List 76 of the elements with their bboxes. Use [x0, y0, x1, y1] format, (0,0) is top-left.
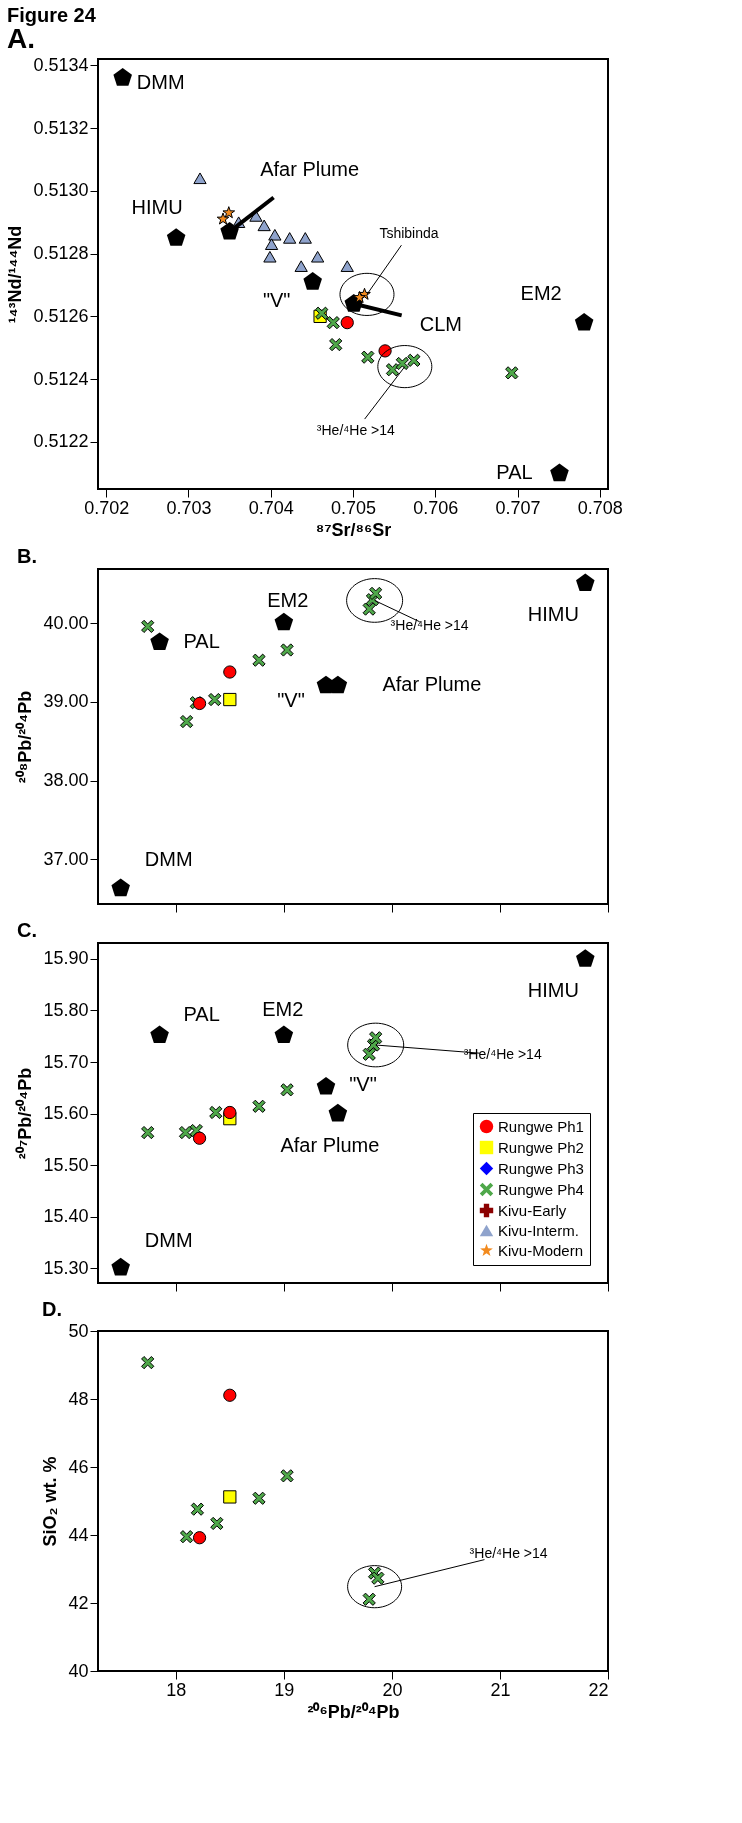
annotation: PAL: [183, 1003, 220, 1026]
annotation: EM2: [267, 589, 309, 612]
y-tick-label: 15.80: [43, 999, 89, 1020]
x-tick-label: 0.708: [577, 497, 623, 518]
x-tick-label: 0.703: [166, 497, 212, 518]
x-tick-label: 19: [274, 1679, 295, 1700]
y-tick-label: 42: [68, 1592, 89, 1613]
annotation: "V": [262, 288, 291, 311]
annotation: ³He/⁴He >14: [463, 1046, 542, 1062]
annotation: PAL: [183, 630, 220, 653]
annotation: CLM: [419, 312, 462, 335]
annotation: DMM: [144, 1228, 193, 1251]
legend-label: Rungwe Ph1: [498, 1117, 584, 1135]
legend-label: Rungwe Ph2: [498, 1138, 584, 1156]
x-tick-label: 22: [588, 1679, 609, 1700]
y-tick-label: 0.5124: [33, 368, 89, 389]
legend-label: Kivu-Interm.: [498, 1221, 579, 1239]
annotation: ³He/⁴He >14: [390, 617, 469, 634]
annotation: ³He/⁴He >14: [316, 421, 396, 438]
annotation: EM2: [262, 998, 304, 1021]
annotation: HIMU: [527, 603, 579, 626]
y-tick-label: 38.00: [43, 770, 89, 791]
legend-label: Rungwe Ph3: [498, 1159, 584, 1177]
y-axis-title: SiO₂ wt. %: [40, 1456, 61, 1547]
x-tick-label: 0.706: [413, 497, 459, 518]
x-axis-title: ⁸⁷Sr/⁸⁶Sr: [315, 519, 392, 540]
annotation: ³He/⁴He >14: [469, 1544, 548, 1561]
y-tick-label: 0.5132: [33, 117, 89, 138]
annotation: Afar Plume: [260, 157, 360, 180]
y-tick-label: 40.00: [43, 612, 89, 633]
annotation: HIMU: [131, 195, 183, 218]
annotation: DMM: [144, 848, 193, 871]
chart-title: B.: [16, 545, 37, 567]
y-tick-label: 0.5126: [33, 305, 89, 326]
y-tick-label: 0.5134: [33, 54, 89, 75]
x-tick-label: 21: [490, 1679, 511, 1700]
chart-title: C.: [16, 919, 37, 941]
y-axis-title: ²⁰⁷Pb/²⁰⁴Pb: [15, 1067, 36, 1160]
x-axis-title: ²⁰⁶Pb/²⁰⁴Pb: [307, 1701, 400, 1722]
y-tick-label: 50: [68, 1320, 89, 1341]
x-tick-label: 0.704: [248, 497, 294, 518]
annotation: "V": [349, 1072, 377, 1095]
annotation: Afar Plume: [280, 1133, 380, 1156]
y-tick-label: 15.30: [43, 1257, 89, 1278]
legend-label: Rungwe Ph4: [498, 1180, 584, 1198]
y-tick-label: 40: [68, 1660, 89, 1681]
y-tick-label: 15.90: [43, 948, 89, 969]
x-tick-label: 0.707: [495, 497, 541, 518]
annotation: PAL: [496, 461, 533, 484]
y-tick-label: 39.00: [43, 691, 89, 712]
y-tick-label: 46: [68, 1456, 89, 1477]
y-tick-label: 15.70: [43, 1051, 89, 1072]
annotation: DMM: [136, 70, 185, 93]
x-tick-label: 18: [166, 1679, 187, 1700]
y-tick-label: 15.60: [43, 1103, 89, 1124]
annotation: Afar Plume: [382, 673, 482, 696]
y-tick-label: 44: [68, 1524, 89, 1545]
y-tick-label: 15.50: [43, 1154, 89, 1175]
y-tick-label: 0.5122: [33, 431, 89, 452]
x-tick-label: 0.702: [84, 497, 130, 518]
y-tick-label: 37.00: [43, 848, 89, 869]
y-axis-title: ¹⁴³Nd/¹⁴⁴Nd: [5, 225, 26, 324]
legend-label: Kivu-Early: [498, 1201, 567, 1219]
chart-title: D.: [41, 1298, 62, 1320]
y-tick-label: 48: [68, 1388, 89, 1409]
x-tick-label: 20: [382, 1679, 403, 1700]
x-tick-label: 0.705: [330, 497, 377, 518]
annotation: "V": [277, 689, 305, 712]
y-tick-label: 0.5130: [33, 180, 89, 201]
annotation: EM2: [520, 281, 562, 304]
annotation: Tshibinda: [379, 225, 439, 242]
y-axis-title: ²⁰⁸Pb/²⁰⁴Pb: [15, 690, 36, 784]
y-tick-label: 15.40: [43, 1206, 89, 1227]
annotation: HIMU: [527, 978, 579, 1001]
y-tick-label: 0.5128: [33, 243, 89, 264]
legend-label: Kivu-Modern: [498, 1241, 584, 1259]
